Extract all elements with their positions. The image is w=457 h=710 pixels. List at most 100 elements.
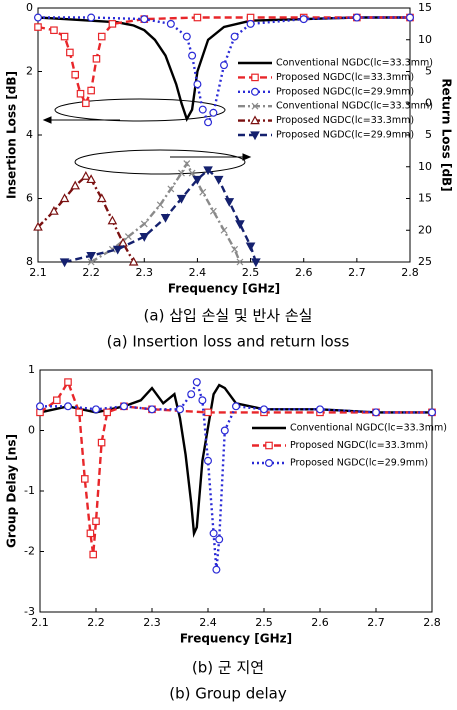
marker: [89, 550, 98, 559]
marker: [352, 13, 361, 22]
marker: [231, 245, 239, 253]
marker: [203, 166, 213, 176]
marker: [50, 26, 58, 35]
marker: [224, 198, 235, 207]
marker: [139, 233, 150, 242]
y-tick-label: 8: [26, 255, 33, 268]
marker: [260, 405, 269, 414]
y-tick-label: 4: [26, 128, 33, 141]
marker: [199, 188, 207, 196]
y-tick-label: -3: [24, 605, 35, 618]
caption: (b) 군 지연: [192, 659, 264, 677]
y2-tick-label: 0: [425, 96, 432, 109]
y-tick-label: 0: [26, 1, 33, 14]
marker: [59, 258, 70, 268]
marker: [128, 256, 139, 266]
marker: [230, 32, 239, 41]
marker: [220, 61, 229, 70]
marker: [406, 13, 415, 22]
legend-label: Conventional NGDC(lc=33.3mm): [290, 423, 447, 434]
ellipse: [54, 98, 226, 122]
legend-marker: [250, 115, 260, 125]
x-tick-label: 2.3: [136, 266, 154, 279]
marker: [97, 32, 106, 41]
marker: [192, 175, 203, 185]
marker: [204, 456, 213, 465]
legend-label: Proposed NGDC(lc=29.9mm): [276, 86, 414, 97]
marker: [220, 226, 228, 234]
marker: [86, 174, 96, 184]
marker: [198, 105, 207, 114]
x-tick-label: 2.6: [311, 616, 329, 629]
y2-tick-label: 20: [418, 223, 432, 236]
y-tick-label: 1: [28, 363, 35, 376]
y-tick-label: 0: [28, 424, 35, 437]
y2-tick-label: 5: [425, 65, 432, 78]
marker: [59, 193, 70, 203]
legend-label: Conventional NGDC(lc=33.3mm): [276, 58, 433, 69]
marker: [63, 402, 72, 411]
marker: [182, 32, 191, 41]
series: [87, 160, 244, 266]
marker: [148, 405, 157, 414]
marker: [35, 402, 44, 411]
y-tick-label: 2: [26, 65, 33, 78]
y2-tick-label: 10: [418, 160, 432, 173]
marker: [34, 23, 42, 31]
marker: [188, 169, 196, 177]
marker: [64, 378, 72, 386]
marker: [209, 207, 217, 215]
x-tick-label: 2.3: [143, 616, 161, 629]
marker: [92, 517, 100, 526]
marker: [108, 20, 117, 28]
marker: [235, 220, 245, 230]
y2-tick-label: 5: [425, 128, 432, 141]
marker: [87, 258, 95, 266]
marker: [204, 118, 213, 127]
x-tick-label: 2.5: [255, 616, 273, 629]
marker: [213, 175, 224, 185]
y-axis-label: Group Delay [ns]: [5, 434, 19, 548]
y-tick-label: 6: [26, 192, 33, 205]
ellipse: [74, 149, 246, 175]
marker: [215, 535, 224, 544]
x-tick-label: 2.4: [199, 616, 217, 629]
marker: [236, 258, 244, 266]
caption: (b) Group delay: [169, 685, 287, 703]
x-tick-label: 2.8: [401, 266, 419, 279]
series: [59, 166, 261, 268]
x-tick-label: 2.6: [295, 266, 313, 279]
x-tick-label: 2.1: [29, 266, 47, 279]
marker: [70, 180, 81, 190]
annotations: [42, 98, 252, 175]
marker: [246, 13, 255, 22]
legend-marker: [251, 87, 260, 96]
x-tick-label: 2.2: [82, 266, 100, 279]
y-tick-label: -2: [24, 545, 35, 558]
data-line: [39, 383, 432, 538]
x-tick-label: 2.1: [31, 616, 49, 629]
y-tick-label: -1: [24, 484, 35, 497]
legend-label: Proposed NGDC(lc=29.9mm): [276, 130, 414, 141]
marker: [192, 378, 201, 387]
y2-axis-label: Return Loss [dB]: [440, 78, 454, 191]
marker: [81, 171, 91, 180]
marker: [71, 70, 80, 79]
marker: [188, 51, 197, 60]
marker: [209, 108, 218, 117]
marker: [187, 390, 196, 399]
marker: [124, 233, 132, 241]
marker: [119, 402, 128, 411]
legend-label: Conventional NGDC(lc=33.3mm): [276, 101, 433, 112]
legend-label: Proposed NGDC(lc=33.3mm): [276, 72, 414, 83]
x-tick-label: 2.5: [242, 266, 260, 279]
y-axis-label: Insertion Loss [dB]: [5, 71, 19, 199]
marker: [75, 408, 84, 417]
marker: [33, 13, 42, 22]
marker: [204, 408, 212, 417]
legend-label: Proposed NGDC(lc=33.3mm): [276, 115, 414, 126]
marker: [220, 426, 229, 435]
arrowhead: [42, 116, 52, 124]
